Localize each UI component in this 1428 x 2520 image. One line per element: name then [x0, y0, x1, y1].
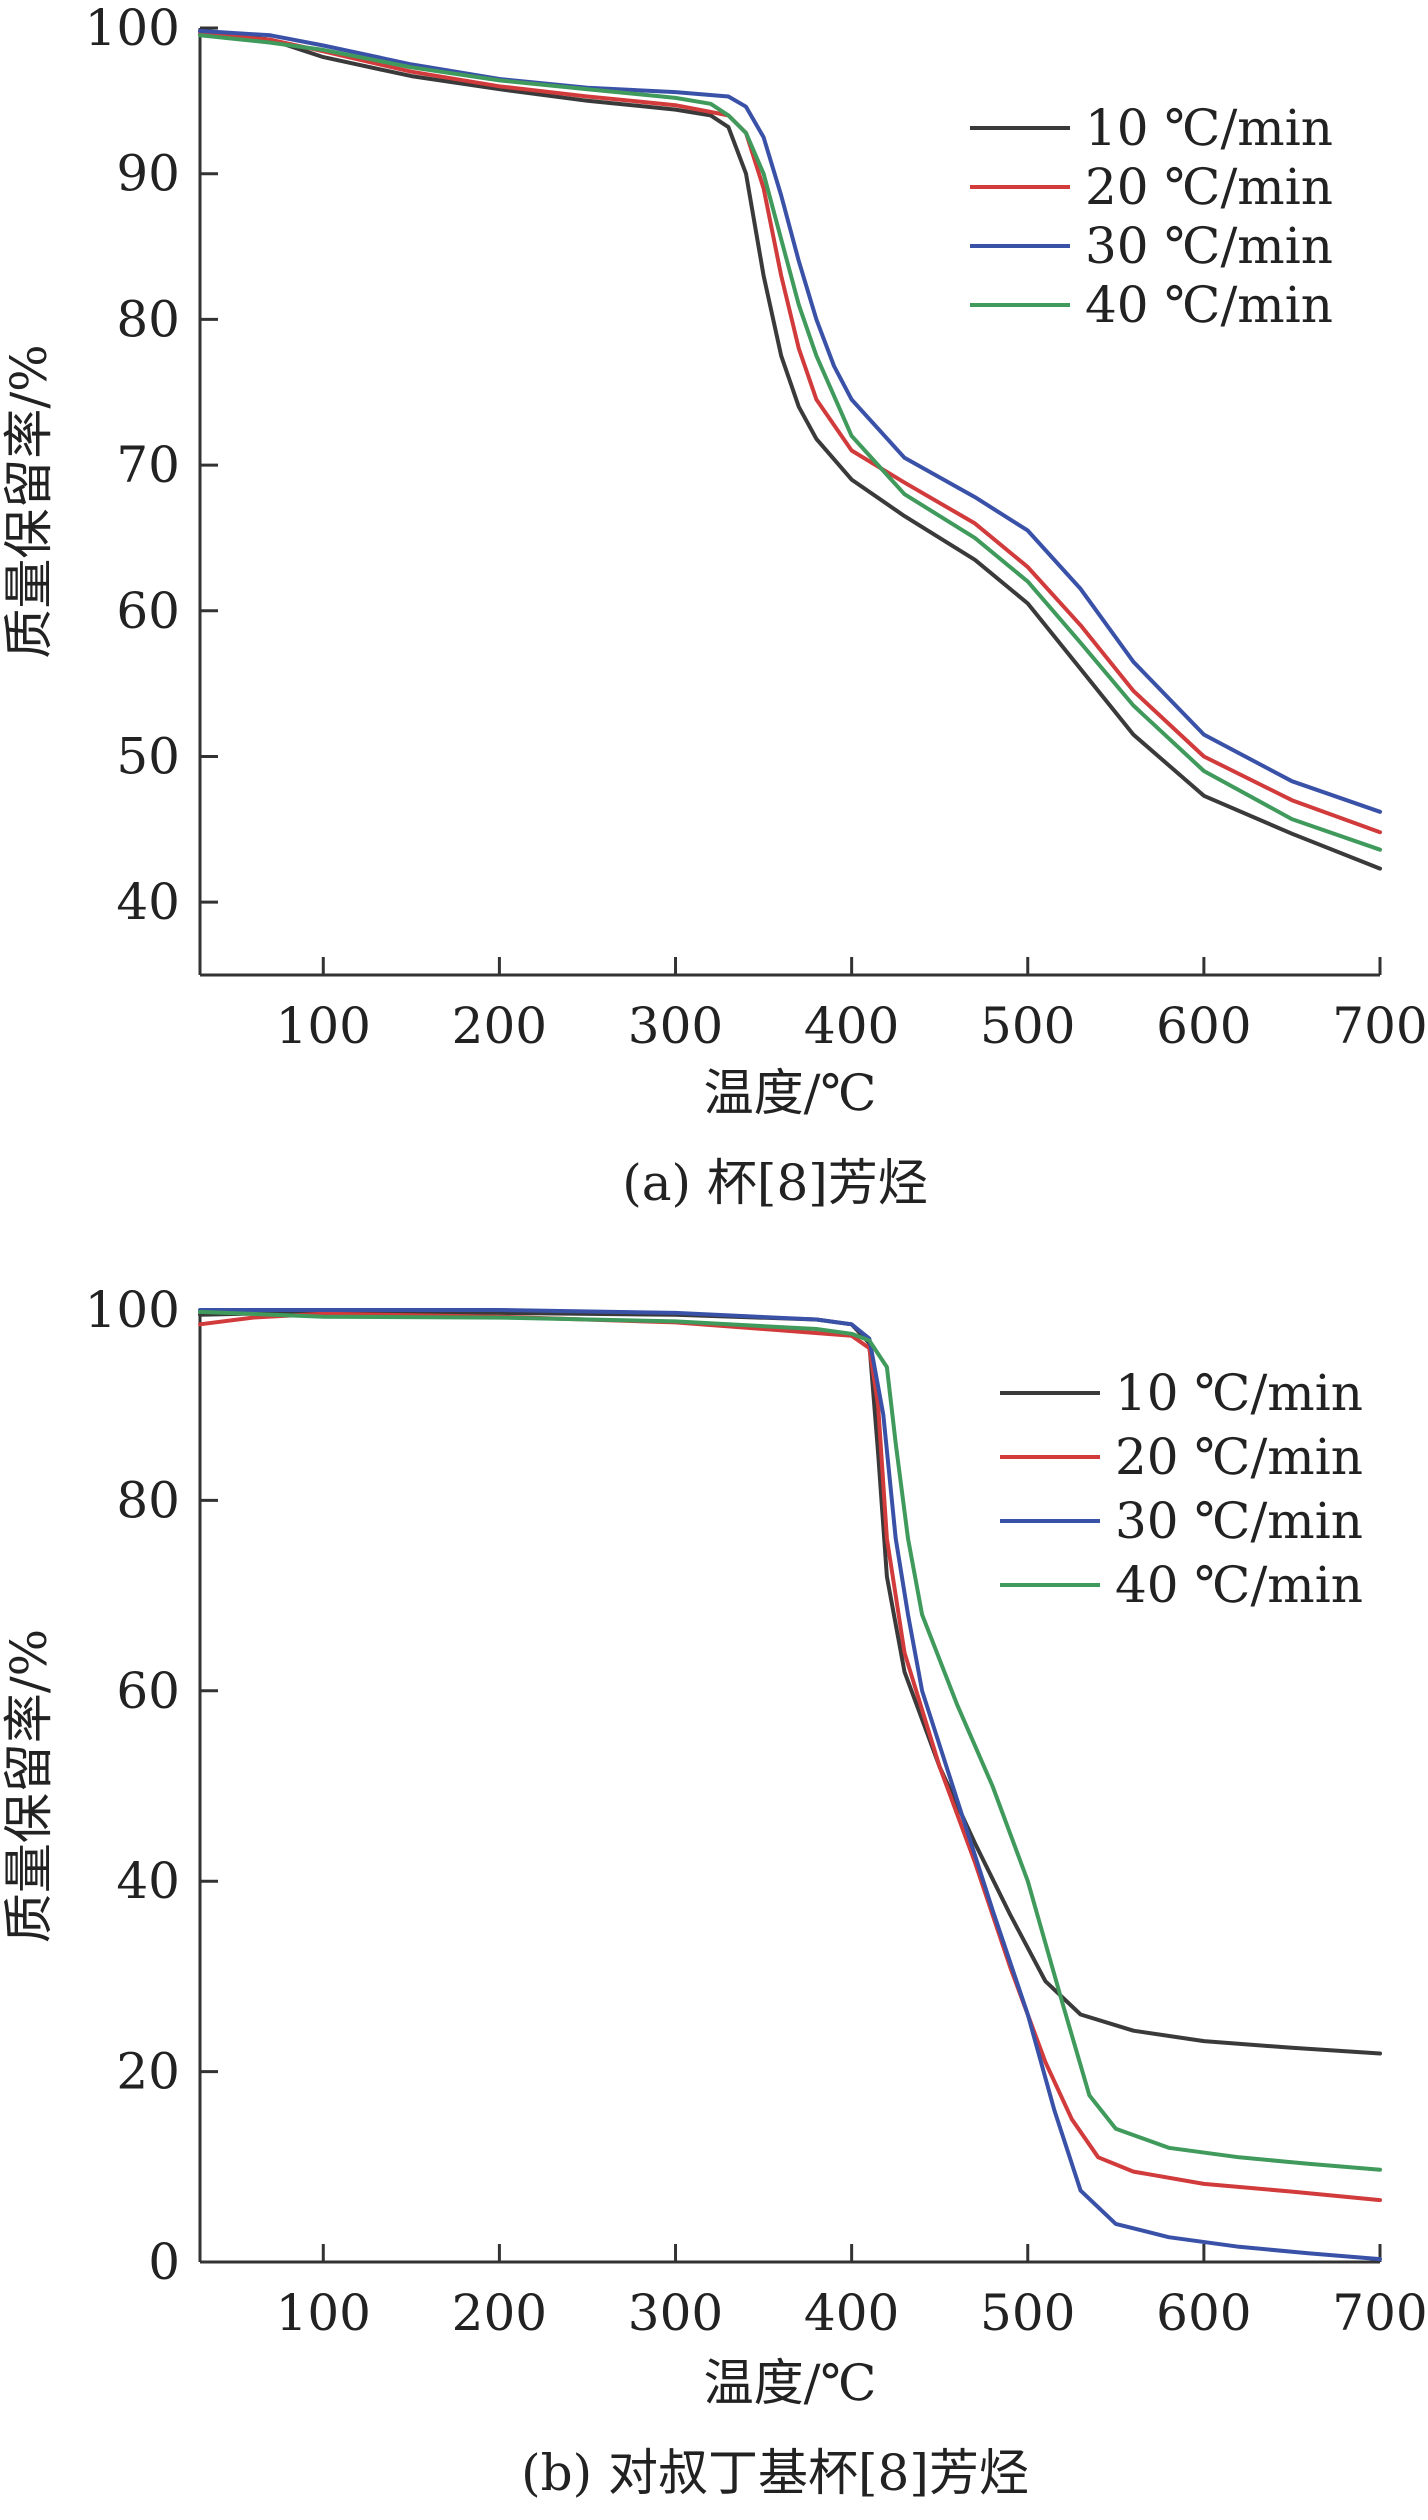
- x-tick-label: 500: [980, 997, 1075, 1055]
- x-tick-label: 700: [1332, 2284, 1427, 2342]
- y-tick-label: 100: [85, 1281, 180, 1339]
- x-tick-label: 400: [804, 2284, 899, 2342]
- x-tick-label: 700: [1332, 997, 1427, 1055]
- legend-label-1: 10 ℃/min: [1115, 1364, 1363, 1422]
- x-tick-label: 600: [1156, 2284, 1251, 2342]
- x-tick-label: 400: [804, 997, 899, 1055]
- y-tick-label: 40: [116, 873, 180, 931]
- x-tick-label: 100: [276, 2284, 371, 2342]
- series-line-4: [198, 33, 1382, 852]
- y-tick-label: 60: [116, 582, 180, 640]
- legend-label-4: 40 ℃/min: [1115, 1556, 1363, 1614]
- y-tick-label: 50: [116, 727, 180, 785]
- y-tick-label: 60: [116, 1662, 180, 1720]
- x-tick-label: 300: [628, 997, 723, 1055]
- legend-label-2: 20 ℃/min: [1115, 1428, 1363, 1486]
- x-tick-label: 500: [980, 2284, 1075, 2342]
- legend-label-4: 40 ℃/min: [1085, 276, 1333, 334]
- series-line-1: [198, 28, 1382, 871]
- y-tick-label: 0: [148, 2233, 180, 2291]
- y-axis-label: 质量保留率/%: [0, 344, 58, 658]
- legend-label-3: 30 ℃/min: [1115, 1492, 1363, 1550]
- legend-label-2: 20 ℃/min: [1085, 158, 1333, 216]
- chart-panel-1: 100 200 300 400 500 600 700 0 20 40 60 80 100 10 ℃/mi…: [0, 1281, 1428, 2502]
- y-tick-label: 40: [116, 1852, 180, 1910]
- y-axis-label: 质量保留率/%: [0, 1629, 58, 1943]
- y-tick-label: 80: [116, 1471, 180, 1529]
- chart-panel-0: 100 200 300 400 500 600 700 40 50 60 70 80 90 100 10 ℃…: [0, 0, 1428, 1212]
- series-line-3: [198, 1308, 1382, 2262]
- x-tick-label: 200: [452, 997, 547, 1055]
- series-line-2: [198, 31, 1382, 835]
- x-tick-label: 200: [452, 2284, 547, 2342]
- y-tick-label: 20: [116, 2043, 180, 2101]
- legend-label-3: 30 ℃/min: [1085, 217, 1333, 275]
- panel-caption: (b) 对叔丁基杯[8]芳烃: [521, 2444, 1029, 2502]
- y-tick-label: 80: [116, 290, 180, 348]
- panel-caption: (a) 杯[8]芳烃: [622, 1154, 928, 1212]
- x-tick-label: 600: [1156, 997, 1251, 1055]
- legend-label-1: 10 ℃/min: [1085, 99, 1333, 157]
- x-axis-label: 温度/℃: [704, 2354, 877, 2412]
- series-line-1: [198, 1309, 1382, 2056]
- y-tick-label: 100: [85, 0, 180, 57]
- x-tick-label: 300: [628, 2284, 723, 2342]
- y-tick-label: 70: [116, 436, 180, 494]
- y-tick-label: 90: [116, 145, 180, 203]
- x-tick-label: 100: [276, 997, 371, 1055]
- series-line-4: [198, 1309, 1382, 2172]
- x-axis-label: 温度/℃: [704, 1064, 877, 1122]
